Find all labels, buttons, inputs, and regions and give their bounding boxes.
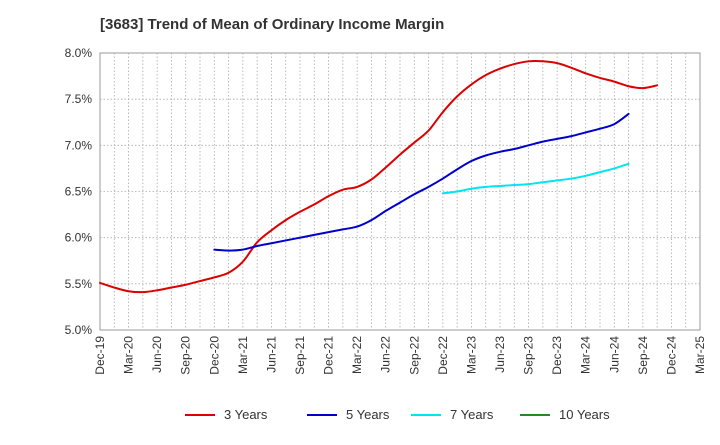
x-tick-label: Sep-21 bbox=[293, 336, 307, 375]
x-tick-label: Dec-19 bbox=[93, 336, 107, 375]
y-tick-label: 5.5% bbox=[65, 277, 93, 291]
chart-title: [3683] Trend of Mean of Ordinary Income … bbox=[100, 16, 445, 33]
y-tick-label: 6.0% bbox=[65, 231, 93, 245]
series-line-3-years bbox=[99, 60, 659, 294]
legend-label-3-years: 3 Years bbox=[224, 407, 268, 422]
y-tick-label: 5.0% bbox=[65, 323, 93, 337]
x-tick-label: Sep-22 bbox=[407, 336, 421, 375]
x-tick-label: Jun-24 bbox=[607, 336, 621, 373]
legend-label-10-years: 10 Years bbox=[559, 407, 610, 422]
x-tick-label: Mar-23 bbox=[464, 336, 478, 374]
x-tick-label: Sep-23 bbox=[522, 336, 536, 375]
x-tick-label: Mar-25 bbox=[693, 336, 707, 374]
legend-label-5-years: 5 Years bbox=[346, 407, 390, 422]
x-tick-label: Dec-20 bbox=[207, 336, 221, 375]
legend-label-7-years: 7 Years bbox=[450, 407, 494, 422]
x-tick-label: Mar-20 bbox=[122, 336, 136, 374]
y-tick-label: 7.0% bbox=[65, 138, 93, 152]
y-tick-label: 6.5% bbox=[65, 185, 93, 199]
x-tick-label: Mar-22 bbox=[350, 336, 364, 374]
x-tick-label: Dec-24 bbox=[664, 336, 678, 375]
x-tick-label: Dec-22 bbox=[436, 336, 450, 375]
x-tick-label: Jun-22 bbox=[379, 336, 393, 373]
y-tick-label: 7.5% bbox=[65, 92, 93, 106]
y-tick-label: 8.0% bbox=[65, 46, 93, 60]
x-tick-label: Jun-23 bbox=[493, 336, 507, 373]
series-line-5-years bbox=[213, 112, 630, 252]
series-line-7-years bbox=[441, 162, 630, 195]
x-tick-label: Mar-24 bbox=[579, 336, 593, 374]
x-tick-label: Jun-20 bbox=[150, 336, 164, 373]
x-tick-label: Sep-24 bbox=[636, 336, 650, 375]
x-tick-label: Dec-23 bbox=[550, 336, 564, 375]
x-tick-label: Sep-20 bbox=[179, 336, 193, 375]
x-tick-label: Mar-21 bbox=[236, 336, 250, 374]
x-tick-label: Jun-21 bbox=[264, 336, 278, 373]
x-tick-label: Dec-21 bbox=[322, 336, 336, 375]
